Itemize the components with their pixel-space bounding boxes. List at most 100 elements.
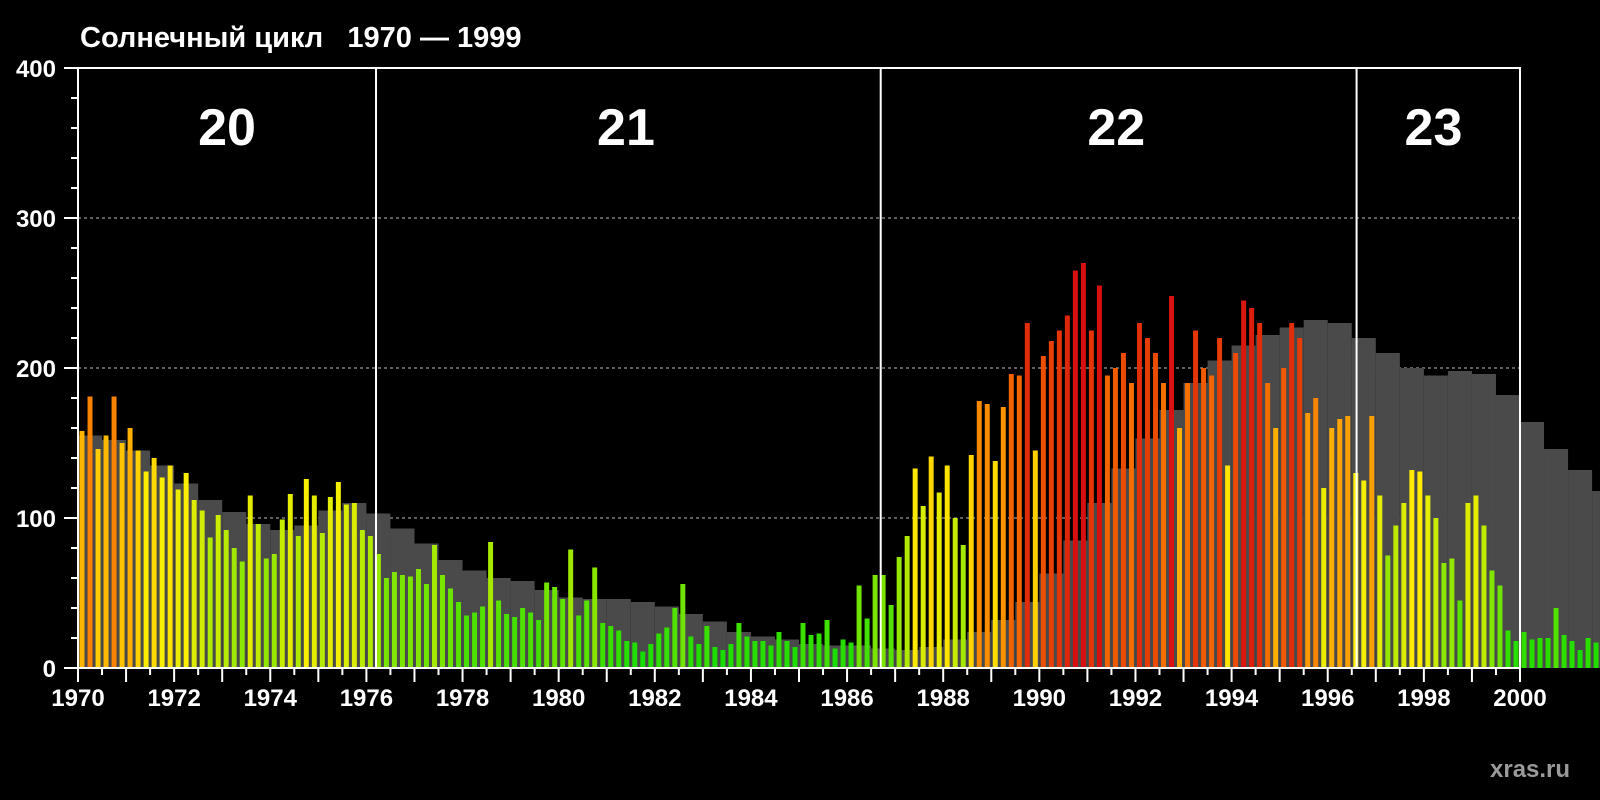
y-axis: 0 100 200 300 400 — [16, 56, 78, 683]
monthly-bar — [872, 575, 878, 668]
x-tick-label: 1986 — [820, 685, 873, 712]
x-tick-label: 1982 — [628, 685, 681, 712]
monthly-bar — [1241, 300, 1247, 668]
cycle-label-21: 21 — [597, 99, 655, 157]
monthly-bar — [848, 642, 854, 668]
monthly-bar — [1441, 563, 1447, 668]
monthly-bar — [303, 479, 309, 668]
monthly-bar — [1056, 330, 1062, 668]
monthly-bar — [1569, 641, 1575, 668]
monthly-bar — [271, 554, 277, 668]
monthly-bar — [504, 614, 510, 668]
monthly-bar — [399, 575, 405, 668]
monthly-bar — [488, 542, 494, 668]
y-tick-label: 100 — [16, 506, 56, 533]
monthly-bar — [1449, 558, 1455, 668]
monthly-bar — [528, 612, 534, 668]
monthly-bar — [616, 630, 622, 668]
monthly-bar — [792, 647, 798, 668]
monthly-bar — [151, 458, 157, 668]
x-tick-label: 1990 — [1013, 685, 1066, 712]
monthly-bar — [1209, 375, 1215, 668]
monthly-bar — [1537, 638, 1543, 668]
monthly-bar — [640, 651, 646, 668]
monthly-bar — [1040, 356, 1046, 668]
monthly-bar — [415, 569, 421, 668]
monthly-bar — [1128, 383, 1134, 668]
x-tick-label: 1970 — [51, 685, 104, 712]
monthly-bar — [367, 536, 373, 668]
y-tick-label: 300 — [16, 206, 56, 233]
x-tick-label: 1988 — [917, 685, 970, 712]
chart-title: Солнечный цикл 1970 — 1999 — [80, 22, 522, 54]
monthly-bar — [976, 401, 982, 668]
monthly-bar — [1329, 428, 1335, 668]
monthly-bar — [335, 482, 341, 668]
monthly-bar — [1377, 495, 1383, 668]
monthly-bar — [1000, 407, 1006, 668]
monthly-bar — [1489, 570, 1495, 668]
monthly-bar — [279, 519, 285, 668]
monthly-bar — [584, 600, 590, 668]
monthly-bar — [223, 530, 229, 668]
cycle-labels: 20 21 22 23 — [198, 99, 1462, 157]
monthly-bar — [752, 641, 758, 668]
monthly-bar — [1385, 555, 1391, 668]
monthly-bar — [95, 449, 101, 668]
x-tick-label: 1974 — [244, 685, 298, 712]
smoothed-bar — [1520, 422, 1545, 668]
monthly-bar — [1161, 383, 1166, 668]
monthly-bar — [1032, 450, 1038, 668]
monthly-bar — [255, 524, 261, 668]
monthly-bar — [592, 567, 598, 668]
x-axis: 1970 1972 1974 1976 1978 1980 1982 1984 1986 1988… — [51, 668, 1547, 712]
monthly-bar — [407, 576, 413, 668]
cycle-boundaries — [375, 68, 1358, 668]
monthly-bar — [1481, 525, 1487, 668]
monthly-bar — [952, 518, 958, 668]
monthly-bar — [440, 575, 445, 668]
monthly-bar — [1505, 630, 1511, 668]
monthly-bar — [127, 428, 133, 668]
monthly-bar — [1080, 263, 1086, 668]
monthly-bar — [1217, 338, 1223, 668]
monthly-bar — [560, 599, 566, 668]
monthly-bar — [728, 644, 734, 668]
monthly-bar — [1096, 285, 1102, 668]
monthly-bar — [880, 575, 886, 668]
monthly-bar — [472, 612, 478, 668]
monthly-bar — [1361, 480, 1367, 668]
monthly-bar — [1289, 323, 1295, 668]
monthly-bar — [1072, 270, 1078, 668]
monthly-bar — [680, 584, 686, 668]
monthly-bar — [1153, 353, 1158, 668]
monthly-bar — [1169, 296, 1175, 668]
monthly-bar — [111, 396, 117, 668]
monthly-bar — [1193, 330, 1199, 668]
monthly-bar — [1433, 518, 1439, 668]
monthly-bar — [696, 644, 702, 668]
monthly-bar — [944, 465, 950, 668]
monthly-bar — [1257, 323, 1263, 668]
monthly-series — [79, 263, 1599, 668]
x-tick-label: 1992 — [1109, 685, 1162, 712]
monthly-bar — [79, 431, 85, 668]
monthly-bar — [175, 489, 181, 668]
y-tick-label: 0 — [43, 656, 56, 683]
monthly-bar — [704, 626, 710, 668]
monthly-bar — [960, 545, 966, 668]
monthly-bar — [191, 500, 197, 668]
monthly-bar — [143, 471, 149, 668]
monthly-bar — [1281, 368, 1287, 668]
monthly-bar — [1104, 375, 1110, 668]
monthly-bar — [231, 548, 237, 668]
monthly-bar — [359, 530, 365, 668]
monthly-bar — [888, 605, 894, 668]
monthly-bar — [1297, 338, 1303, 668]
monthly-bar — [1249, 308, 1255, 668]
monthly-bar — [239, 561, 245, 668]
monthly-bar — [1401, 503, 1407, 668]
x-tick-label: 1976 — [340, 685, 393, 712]
monthly-bar — [319, 533, 325, 668]
monthly-bar — [351, 503, 357, 668]
